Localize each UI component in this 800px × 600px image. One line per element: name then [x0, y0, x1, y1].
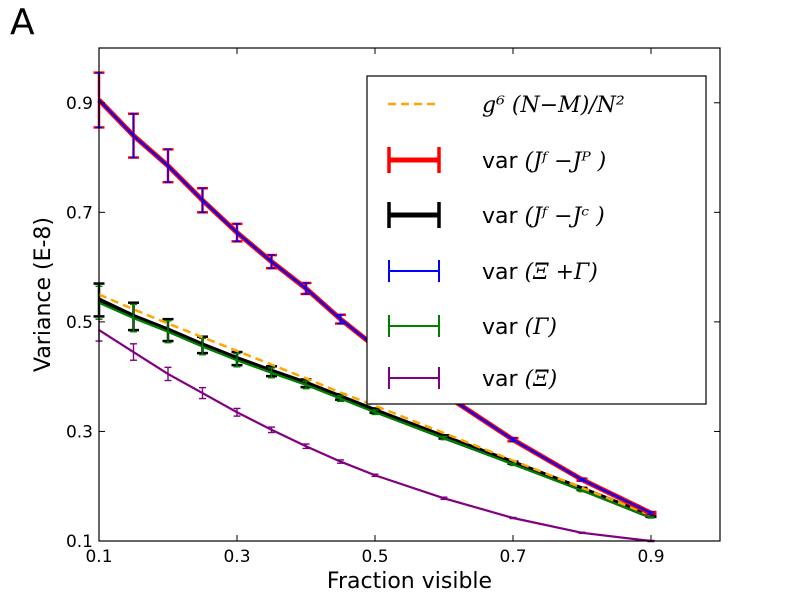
legend-label: var (Ξ +Γ) — [482, 260, 598, 285]
series-5 — [95, 318, 655, 543]
legend-entry: var (Jᶠ −Jᶜ ) — [387, 202, 605, 229]
legend-math: g⁶ (N−M)/N² — [482, 93, 625, 118]
y-tick-label: 0.7 — [66, 203, 93, 223]
legend-math: (Γ) — [525, 315, 557, 340]
y-tick-label: 0.1 — [66, 532, 93, 552]
legend-label: var (Γ) — [482, 315, 557, 340]
legend-math: (Jᶠ −Jᶜ ) — [525, 204, 605, 229]
legend-label: var (Ξ) — [482, 367, 557, 392]
legend-var-prefix: var — [482, 367, 525, 392]
series-0 — [98, 293, 652, 517]
y-tick-label: 0.3 — [66, 422, 93, 442]
legend-math: (Ξ +Γ) — [525, 260, 598, 285]
panel-label: A — [10, 2, 35, 43]
x-tick-label: 0.9 — [637, 547, 664, 567]
legend-math: (Jᶠ −Jᴾ ) — [525, 149, 607, 174]
legend-label: var (Jᶠ −Jᶜ ) — [482, 204, 605, 229]
legend-entry: var (Γ) — [388, 315, 557, 340]
x-tick-label: 0.3 — [223, 547, 250, 567]
legend-box — [366, 75, 707, 405]
y-tick-label: 0.9 — [66, 94, 93, 114]
legend-label: g⁶ (N−M)/N² — [482, 93, 625, 118]
y-tick-label: 0.5 — [66, 313, 93, 333]
legend-var-prefix: var — [482, 204, 525, 229]
legend-var-prefix: var — [482, 260, 525, 285]
legend-var-prefix: var — [482, 149, 525, 174]
x-tick-label: 0.1 — [85, 547, 112, 567]
legend-var-prefix: var — [482, 315, 525, 340]
legend-entry: var (Ξ) — [388, 367, 557, 392]
legend-label: var (Jᶠ −Jᴾ ) — [482, 149, 606, 174]
legend-entry: var (Ξ +Γ) — [388, 260, 598, 285]
legend-entry: g⁶ (N−M)/N² — [388, 93, 625, 118]
x-tick-label: 0.7 — [499, 547, 526, 567]
axis-ticks: 0.1 0.3 0.5 0.7 0.9 0.1 0.3 0.5 0.7 0.9 — [66, 48, 720, 567]
series-layer — [93, 71, 657, 543]
x-tick-label: 0.5 — [361, 547, 388, 567]
legend-entry: var (Jᶠ −Jᴾ ) — [387, 147, 606, 174]
x-axis-label: Fraction visible — [327, 569, 492, 594]
legend-math: (Ξ) — [525, 367, 558, 392]
plot-frame — [98, 47, 721, 542]
y-axis-label: Variance (E-8) — [31, 217, 56, 372]
series-line — [98, 293, 652, 517]
